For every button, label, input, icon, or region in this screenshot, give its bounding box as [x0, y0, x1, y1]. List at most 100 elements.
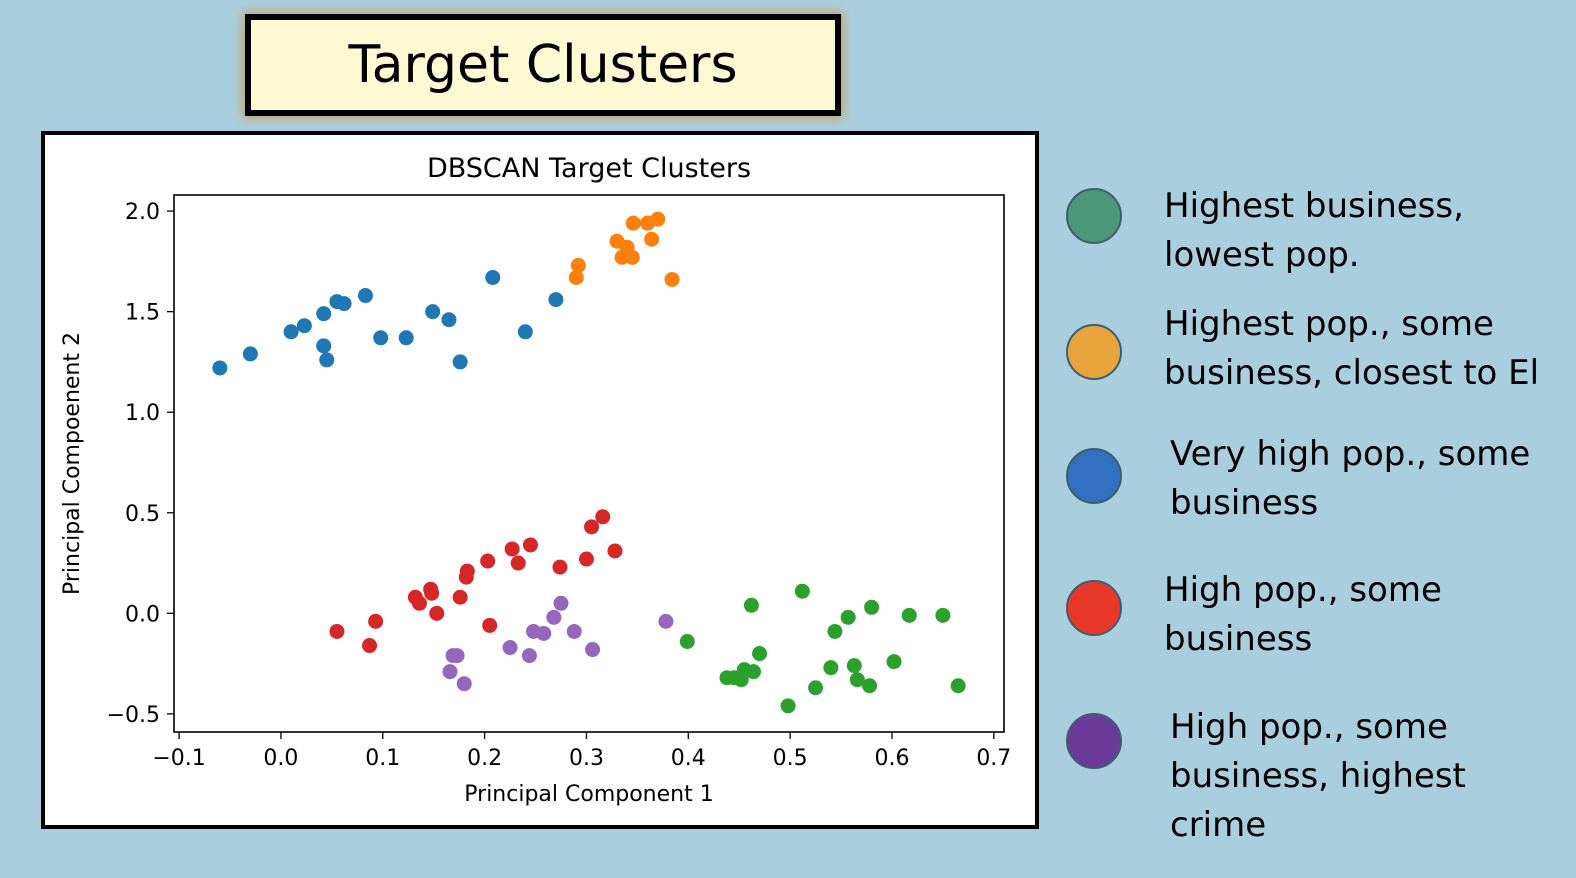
data-point: [585, 642, 601, 658]
x-tick-label: 0.1: [365, 746, 400, 771]
data-point: [316, 338, 332, 354]
data-point: [510, 555, 526, 571]
data-point: [459, 563, 475, 579]
data-point: [553, 595, 569, 611]
data-point: [429, 605, 445, 621]
data-point: [411, 595, 427, 611]
slide-title-box: Target Clusters: [245, 14, 841, 116]
data-point: [362, 638, 378, 654]
data-point: [482, 617, 498, 633]
data-point: [886, 654, 902, 670]
data-point: [546, 609, 562, 625]
red-dot-icon: [1066, 580, 1122, 636]
data-point: [336, 296, 352, 312]
data-point: [862, 678, 878, 694]
data-point: [935, 607, 951, 623]
data-point: [808, 680, 824, 696]
data-point: [296, 318, 312, 334]
data-point: [849, 672, 865, 688]
data-point: [373, 330, 389, 346]
data-point: [319, 352, 335, 368]
data-point: [584, 519, 600, 535]
x-tick-label: 0.3: [569, 746, 604, 771]
data-point: [452, 354, 468, 370]
data-point: [846, 658, 862, 674]
data-point: [650, 211, 666, 227]
data-point: [679, 633, 695, 649]
data-point: [658, 613, 674, 629]
legend-label: Highest pop., some business, closest to …: [1164, 304, 1540, 393]
data-point: [316, 306, 332, 322]
data-point: [840, 609, 856, 625]
data-point: [794, 583, 810, 599]
cluster-legend: Highest business, lowest pop. Highest po…: [1066, 0, 1576, 878]
data-point: [536, 625, 552, 641]
data-point: [368, 613, 384, 629]
x-tick-label: 0.0: [263, 746, 298, 771]
data-point: [950, 678, 966, 694]
purple-dot-icon: [1066, 713, 1122, 769]
y-axis-label: Principal Compoenent 2: [60, 332, 85, 595]
data-point: [502, 640, 518, 656]
x-axis-label: Principal Component 1: [464, 782, 713, 807]
data-point: [442, 664, 458, 680]
data-point: [743, 597, 759, 613]
blue-dot-icon: [1066, 448, 1122, 504]
data-point: [517, 324, 533, 340]
data-point: [425, 304, 441, 320]
data-point: [329, 623, 345, 639]
data-point: [283, 324, 299, 340]
data-point: [566, 623, 582, 639]
slide-title: Target Clusters: [348, 35, 738, 95]
x-tick-label: 0.6: [874, 746, 909, 771]
data-point: [607, 543, 623, 559]
x-tick-label: 0.4: [671, 746, 706, 771]
plot-area: [173, 194, 1005, 733]
data-point: [504, 541, 520, 557]
data-point: [456, 676, 472, 692]
data-point: [780, 698, 796, 714]
legend-label: Highest business, lowest pop.: [1164, 186, 1464, 275]
x-tick-label: 0.7: [976, 746, 1011, 771]
scatter-chart: DBSCAN Target Clusters −0.1 0.0 0.1 0.2 0.3 0.…: [60, 153, 1011, 807]
data-point: [745, 664, 761, 680]
green-dot-icon: [1066, 188, 1122, 244]
data-point: [424, 585, 440, 601]
data-point: [568, 269, 584, 285]
data-point: [644, 231, 660, 247]
legend-label: High pop., some business, highest crime: [1170, 707, 1466, 845]
y-tick-label: 1.5: [125, 301, 160, 326]
x-tick-label: 0.5: [773, 746, 808, 771]
data-point: [485, 269, 501, 285]
data-point: [242, 346, 258, 362]
y-tick-label: 2.0: [125, 200, 160, 225]
data-point: [548, 292, 564, 308]
y-tick-label: 0.0: [125, 602, 160, 627]
x-tick-label: 0.2: [467, 746, 502, 771]
data-point: [398, 330, 414, 346]
x-tick-label: −0.1: [152, 746, 205, 771]
y-tick-label: 0.5: [125, 502, 160, 527]
legend-label: High pop., some business: [1164, 570, 1442, 659]
data-point: [595, 509, 611, 525]
data-point: [827, 623, 843, 639]
data-point: [570, 257, 586, 273]
data-point: [452, 589, 468, 605]
y-tick-label: −0.5: [107, 703, 160, 728]
data-point: [625, 215, 641, 231]
data-point: [357, 288, 373, 304]
data-point: [664, 271, 680, 287]
data-point: [449, 648, 465, 664]
data-point: [752, 646, 768, 662]
data-point: [441, 312, 457, 328]
data-point: [864, 599, 880, 615]
orange-dot-icon: [1066, 324, 1122, 380]
data-point: [552, 559, 568, 575]
data-point: [624, 249, 640, 265]
chart-title: DBSCAN Target Clusters: [427, 153, 751, 184]
data-point: [578, 551, 594, 567]
data-point: [480, 553, 496, 569]
data-point: [901, 607, 917, 623]
data-point: [823, 660, 839, 676]
data-point: [522, 537, 538, 553]
